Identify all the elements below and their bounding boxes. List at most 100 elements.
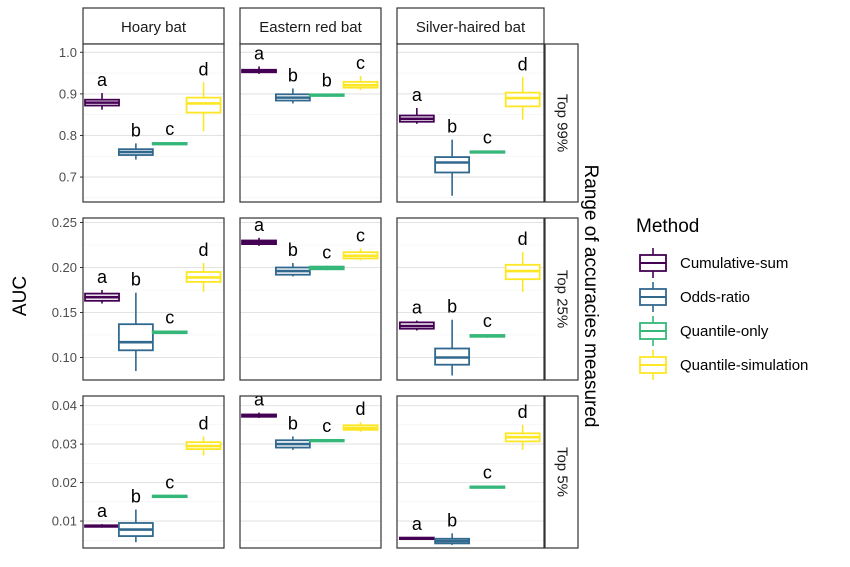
box-3: d <box>185 413 222 456</box>
box-0: a <box>84 70 120 110</box>
panel-border <box>82 217 225 381</box>
box-0: a <box>241 215 277 246</box>
box-1: b <box>117 487 154 543</box>
panel-border <box>82 43 225 203</box>
column-strip-0 <box>82 7 225 45</box>
box-1: b <box>274 65 311 104</box>
significance-letter: a <box>412 514 423 534</box>
box-3: d <box>185 240 222 292</box>
panel-0-1: a b b c <box>239 43 382 203</box>
panel-border <box>396 395 545 549</box>
significance-letter: a <box>97 267 108 287</box>
box-3: c <box>342 226 379 261</box>
box-2: c <box>151 308 188 335</box>
box-0: a <box>398 298 435 331</box>
box-body <box>504 91 541 108</box>
significance-letter: a <box>97 501 108 521</box>
panel-1-0: a b c d <box>82 217 225 381</box>
box-body <box>117 323 154 352</box>
box-1: b <box>274 240 311 277</box>
significance-letter: d <box>199 413 209 433</box>
panel-border <box>396 217 545 381</box>
significance-letter: c <box>483 127 492 147</box>
significance-letter: d <box>518 229 528 249</box>
y-tick-label: 0.10 <box>52 350 77 365</box>
significance-letter: c <box>356 226 365 246</box>
legend-key-1 <box>639 282 667 312</box>
box-3: c <box>342 53 379 91</box>
box-0: a <box>241 390 277 418</box>
y-tick-label: 0.9 <box>59 86 77 101</box>
significance-letter: a <box>254 43 265 63</box>
box-3: d <box>185 59 222 132</box>
box-2: c <box>151 119 188 146</box>
row-strip-label: Top 5% <box>554 447 571 497</box>
box-0: a <box>398 514 435 541</box>
y-tick-label: 0.8 <box>59 128 77 143</box>
significance-letter: b <box>288 65 298 85</box>
box-body <box>434 156 471 174</box>
box-0: a <box>398 85 435 124</box>
box-2: c <box>308 416 345 443</box>
box-1: b <box>274 413 311 450</box>
significance-letter: d <box>199 240 209 260</box>
box-1: b <box>117 120 154 160</box>
significance-letter: c <box>322 416 331 436</box>
legend-label: Quantile-simulation <box>680 357 808 374</box>
column-strip-label: Eastern red bat <box>259 19 362 36</box>
significance-letter: a <box>97 70 108 90</box>
significance-letter: b <box>447 117 457 137</box>
column-strip-1 <box>239 7 382 45</box>
box-0: a <box>84 267 120 304</box>
column-strip-2 <box>396 7 545 45</box>
panel-border <box>396 43 545 203</box>
significance-letter: c <box>322 243 331 263</box>
box-2: c <box>308 243 345 271</box>
panel-2-0: a b c d <box>82 395 225 549</box>
row-strip-2 <box>544 395 579 549</box>
y-tick-label: 0.20 <box>52 260 77 275</box>
box-2: c <box>151 472 188 499</box>
panel-0-2: a b c d <box>396 43 545 203</box>
panel-1-2: a b c d <box>396 217 545 381</box>
y-tick-label: 1.0 <box>59 45 77 60</box>
significance-letter: a <box>412 85 423 105</box>
significance-letter: d <box>518 402 528 422</box>
row-facet-title: Range of accuracies measured <box>580 165 601 428</box>
panel-2-1: a b c d <box>239 390 382 549</box>
panel-border <box>239 217 382 381</box>
y-tick-label: 0.02 <box>52 475 77 490</box>
significance-letter: b <box>131 487 141 507</box>
legend-label: Quantile-only <box>680 323 769 340</box>
panel-0-0: a b c d <box>82 43 225 203</box>
box-1: b <box>434 117 471 196</box>
box-body <box>185 96 222 114</box>
significance-letter: c <box>356 53 365 73</box>
significance-letter: c <box>483 311 492 331</box>
legend-label: Odds-ratio <box>680 289 750 306</box>
significance-letter: b <box>131 270 141 290</box>
box-3: d <box>504 402 541 450</box>
significance-letter: d <box>518 54 528 74</box>
legend-title: Method <box>636 216 699 237</box>
row-strip-label: Top 99% <box>554 94 571 152</box>
significance-letter: c <box>165 119 174 139</box>
panel-background <box>397 44 544 202</box>
significance-letter: d <box>356 399 366 419</box>
box-2: c <box>469 127 506 154</box>
significance-letter: b <box>131 120 141 140</box>
panel-border <box>239 43 382 203</box>
box-1: b <box>117 270 154 371</box>
significance-letter: c <box>165 472 174 492</box>
column-strip-label: Silver-haired bat <box>416 19 526 36</box>
legend-key-2 <box>639 316 667 346</box>
significance-letter: a <box>254 390 265 410</box>
significance-letter: b <box>288 413 298 433</box>
y-tick-label: 0.15 <box>52 305 77 320</box>
panel-background <box>240 396 381 548</box>
panel-border <box>82 395 225 549</box>
column-strip-label: Hoary bat <box>121 19 187 36</box>
row-strip-1 <box>544 217 579 381</box>
y-tick-label: 0.03 <box>52 437 77 452</box>
